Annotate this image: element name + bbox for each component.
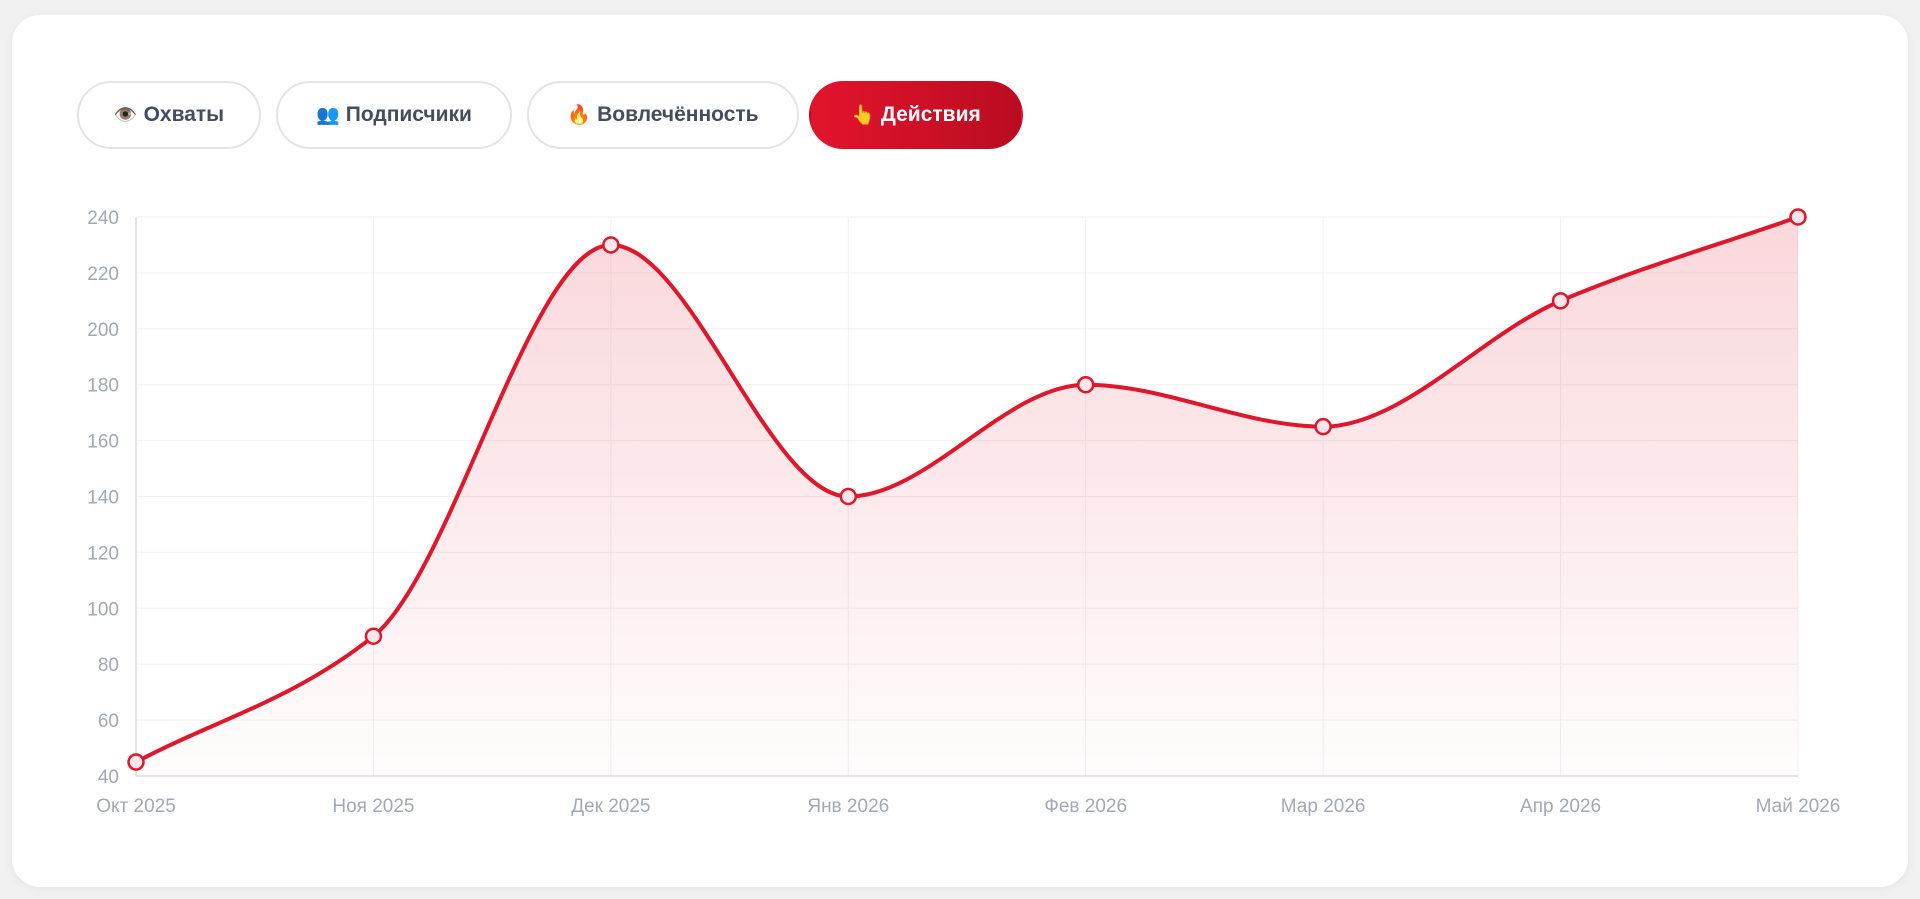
y-tick-label: 60 bbox=[98, 711, 119, 732]
y-tick-label: 100 bbox=[87, 599, 119, 620]
x-tick-label: Май 2026 bbox=[1756, 796, 1841, 817]
y-tick-label: 80 bbox=[98, 655, 119, 676]
people-icon: 👥 bbox=[316, 104, 340, 126]
data-point bbox=[1789, 208, 1807, 226]
tab-reach-label: Охваты bbox=[143, 103, 225, 126]
tab-engagement[interactable]: 🔥 Вовлечённость bbox=[527, 81, 799, 149]
tab-engagement-label: Вовлечённость bbox=[597, 103, 759, 126]
data-point bbox=[1551, 292, 1570, 310]
y-tick-label: 240 bbox=[87, 208, 119, 229]
x-tick-label: Окт 2025 bbox=[96, 796, 176, 817]
data-point bbox=[1076, 375, 1095, 394]
y-tick-label: 160 bbox=[87, 432, 119, 453]
data-point bbox=[1314, 417, 1332, 436]
eye-icon: 👁️ bbox=[113, 104, 138, 126]
y-tick-label: 220 bbox=[87, 264, 119, 285]
y-tick-label: 180 bbox=[87, 376, 119, 397]
tab-actions-label: Действия bbox=[880, 103, 981, 126]
series-line bbox=[134, 215, 1800, 765]
y-tick-label: 40 bbox=[98, 767, 119, 788]
x-tick-label: Апр 2026 bbox=[1520, 796, 1601, 817]
y-tick-label: 200 bbox=[87, 320, 119, 341]
fire-icon: 🔥 bbox=[567, 104, 592, 126]
x-tick-label: Дек 2025 bbox=[571, 796, 650, 817]
pointer-icon: 👆 bbox=[851, 104, 875, 126]
tab-actions[interactable]: 👆 Действия bbox=[809, 81, 1023, 149]
x-tick-label: Фев 2026 bbox=[1044, 796, 1127, 817]
tab-subscribers-label: Подписчики bbox=[345, 103, 472, 126]
tab-reach[interactable]: 👁️ Охваты bbox=[77, 81, 261, 149]
y-tick-label: 120 bbox=[87, 543, 119, 564]
x-axis: Окт 2025 Ноя 2025 Дек 2025 Янв 2026 Фев 2026… bbox=[96, 796, 1840, 817]
x-tick-label: Мар 2026 bbox=[1281, 796, 1366, 817]
data-point bbox=[364, 627, 383, 645]
x-tick-label: Янв 2026 bbox=[807, 796, 889, 817]
y-axis: 40 60 80 100 120 140 160 180 200 220 240 bbox=[87, 208, 119, 788]
data-point bbox=[839, 487, 858, 506]
tab-subscribers[interactable]: 👥 Подписчики bbox=[276, 81, 512, 149]
x-tick-label: Ноя 2025 bbox=[332, 796, 414, 817]
data-points bbox=[127, 208, 1807, 771]
y-tick-label: 140 bbox=[87, 488, 119, 509]
data-point bbox=[127, 753, 145, 771]
data-point bbox=[602, 236, 620, 254]
series-area bbox=[136, 217, 1798, 776]
